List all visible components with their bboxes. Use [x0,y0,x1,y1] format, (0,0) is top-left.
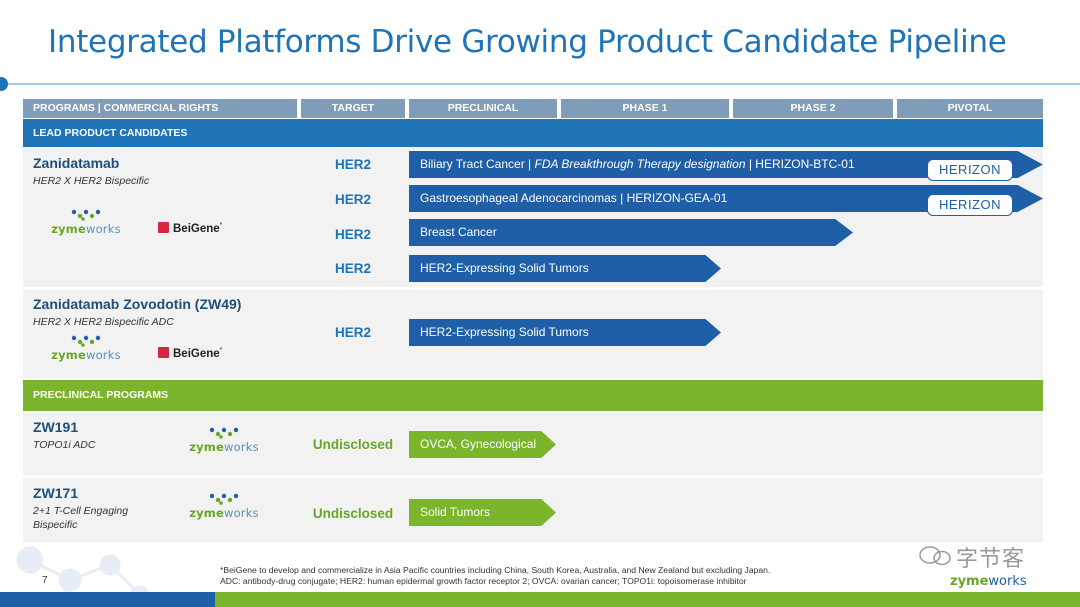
target-her2: HER2 [334,261,371,276]
footer-bar-blue [0,592,215,607]
program-name: Zanidatamab [33,155,120,171]
program-name: ZW171 [33,485,79,501]
header-phase1: PHASE 1 [561,99,729,118]
pipeline-bar-zw49: HER2-Expressing Solid Tumors [409,319,721,346]
header-phase2: PHASE 2 [733,99,893,118]
footnote-line2: ADC: antibody-drug conjugate; HER2: huma… [220,576,747,586]
footnote-line1: *BeiGene to develop and commercialize in… [220,565,771,575]
target-her2: HER2 [334,192,371,207]
herizon-trial-logo: HERIZON [927,159,1013,181]
program-subtitle-line1: 2+1 T-Cell Engaging [33,505,129,517]
zymeworks-logo: zymeworks [44,334,128,364]
program-subtitle-line2: Bispecific [33,519,78,531]
target-her2: HER2 [334,157,371,172]
program-subtitle: HER2 X HER2 Bispecific [33,175,150,187]
pipeline-bar-breast-cancer: Breast Cancer [409,219,853,246]
beigene-mark-icon [158,222,169,233]
page-title: Integrated Platforms Drive Growing Produ… [48,24,1007,60]
target-her2: HER2 [334,325,371,340]
zymeworks-dots-icon [71,209,101,221]
target-undisclosed: Undisclosed [312,506,394,521]
header-pivotal: PIVOTAL [897,99,1043,118]
watermark-text: 字节客 [956,546,1026,571]
herizon-trial-logo: HERIZON [927,194,1013,216]
program-name: Zanidatamab Zovodotin (ZW49) [33,296,242,312]
target-undisclosed: Undisclosed [312,437,394,452]
zymeworks-logo: zymeworks [44,208,128,238]
zymeworks-dots-icon [71,335,101,347]
section-lead-candidates: LEAD PRODUCT CANDIDATES [23,119,1043,147]
target-her2: HER2 [334,227,371,242]
title-divider [0,83,1080,85]
chat-watermark-icon [919,546,951,566]
pipeline-bar-zw191: OVCA, Gynecological [409,431,556,458]
header-programs: PROGRAMS | COMMERCIAL RIGHTS [23,99,297,118]
pipeline-bar-her2-solid-tumors: HER2-Expressing Solid Tumors [409,255,721,282]
zymeworks-logo: zymeworks [182,492,266,522]
program-subtitle: HER2 X HER2 Bispecific ADC [33,316,174,328]
zymeworks-logo: zymeworks [182,426,266,456]
zymeworks-brand-logo: zymeworks [950,574,1027,589]
program-name: ZW191 [33,419,79,435]
zymeworks-dots-icon [209,493,239,505]
program-subtitle: TOPO1i ADC [33,439,96,451]
page-number: 7 [42,575,48,586]
pipeline-bar-zw171: Solid Tumors [409,499,556,526]
zymeworks-dots-icon [209,427,239,439]
header-preclinical: PRECLINICAL [409,99,557,118]
footnote: *BeiGene to develop and commercialize in… [220,565,770,587]
beigene-mark-icon [158,347,169,358]
beigene-logo: BeiGene* [158,347,222,360]
section-preclinical-programs: PRECLINICAL PROGRAMS [23,380,1043,411]
title-accent-dot [0,77,8,91]
footer-bar-green [215,592,1080,607]
beigene-logo: BeiGene* [158,222,222,235]
header-target: TARGET [301,99,405,118]
